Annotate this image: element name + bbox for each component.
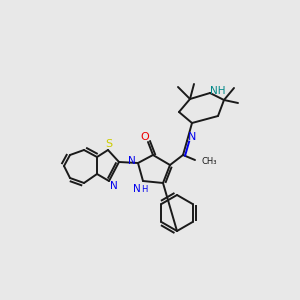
Text: N: N <box>128 156 136 166</box>
Text: N: N <box>188 132 196 142</box>
Text: CH₃: CH₃ <box>202 157 218 166</box>
Text: H: H <box>141 184 147 194</box>
Text: S: S <box>105 139 112 149</box>
Text: N: N <box>110 181 118 191</box>
Text: NH: NH <box>210 86 226 96</box>
Text: N: N <box>133 184 141 194</box>
Text: O: O <box>141 132 149 142</box>
